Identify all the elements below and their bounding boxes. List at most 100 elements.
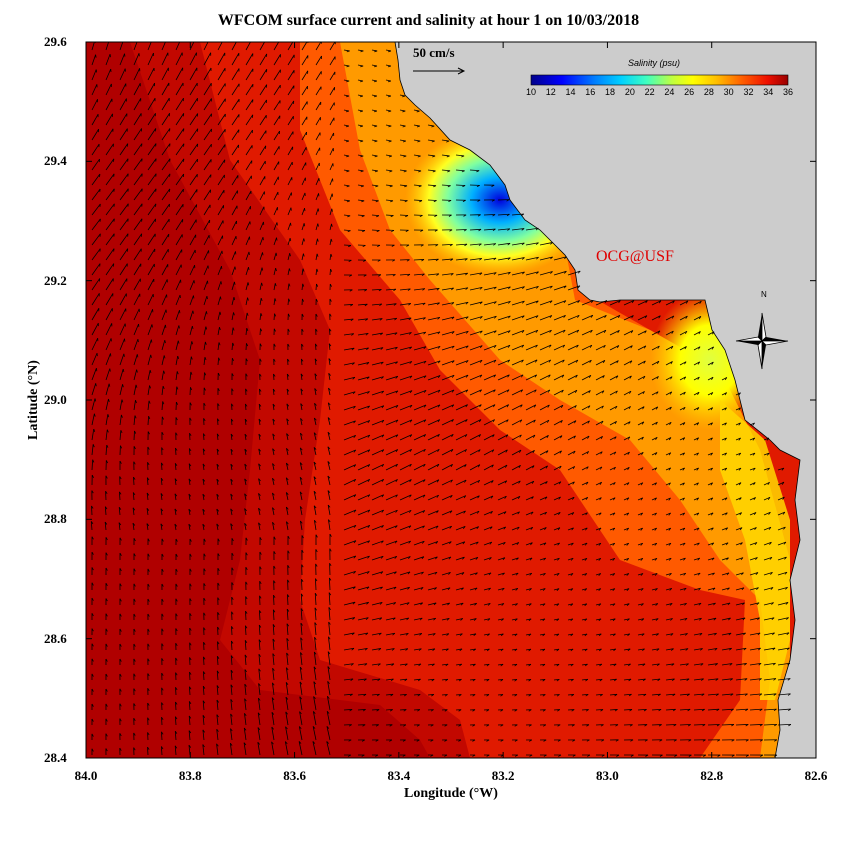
current-arrow bbox=[469, 633, 477, 636]
current-arrowhead bbox=[671, 330, 674, 334]
current-arrow bbox=[217, 265, 222, 276]
current-arrowhead bbox=[422, 302, 426, 306]
current-arrow bbox=[595, 558, 601, 561]
current-arrowhead bbox=[528, 679, 532, 682]
current-arrow bbox=[455, 374, 469, 381]
current-arrow bbox=[721, 587, 730, 591]
current-arrowhead bbox=[203, 418, 206, 422]
current-arrowhead bbox=[629, 360, 633, 364]
current-arrowhead bbox=[260, 328, 263, 332]
current-arrow bbox=[105, 98, 113, 111]
current-arrowhead bbox=[202, 493, 206, 497]
current-arrow bbox=[244, 463, 247, 471]
current-arrowhead bbox=[515, 588, 519, 591]
current-arrow bbox=[91, 173, 101, 186]
current-arrow bbox=[189, 189, 198, 201]
current-arrowhead bbox=[161, 672, 164, 676]
current-arrowhead bbox=[313, 447, 317, 450]
current-arrow bbox=[329, 117, 335, 126]
current-arrow bbox=[175, 219, 184, 231]
current-arrowhead bbox=[273, 551, 276, 555]
current-arrowhead bbox=[174, 730, 178, 734]
current-arrowhead bbox=[656, 648, 660, 651]
current-arrowhead bbox=[669, 588, 673, 591]
current-arrow bbox=[259, 69, 268, 81]
current-arrow bbox=[609, 451, 617, 456]
current-arrow bbox=[553, 663, 560, 666]
current-arrow bbox=[609, 603, 616, 606]
current-arrowhead bbox=[404, 185, 408, 188]
current-arrowhead bbox=[710, 407, 714, 411]
current-arrow bbox=[539, 678, 546, 681]
current-arrowhead bbox=[431, 694, 435, 697]
current-arrowhead bbox=[119, 733, 122, 737]
current-arrowhead bbox=[232, 327, 235, 331]
current-arrowhead bbox=[316, 268, 319, 272]
current-arrow bbox=[313, 461, 317, 471]
current-arrow bbox=[301, 223, 305, 231]
current-arrowhead bbox=[329, 577, 332, 581]
current-arrow bbox=[413, 525, 425, 531]
current-arrow bbox=[315, 162, 320, 171]
current-arrowhead bbox=[616, 360, 619, 364]
current-arrowhead bbox=[643, 693, 647, 697]
current-arrowhead bbox=[258, 463, 261, 467]
current-arrowhead bbox=[745, 739, 749, 742]
current-arrowhead bbox=[757, 632, 761, 636]
current-arrow bbox=[455, 272, 468, 276]
current-arrowhead bbox=[514, 754, 518, 757]
current-arrowhead bbox=[654, 467, 658, 471]
current-arrowhead bbox=[105, 567, 108, 571]
current-arrowhead bbox=[584, 633, 588, 637]
current-arrowhead bbox=[353, 449, 357, 453]
current-arrow bbox=[567, 527, 574, 531]
current-arrow bbox=[679, 361, 687, 366]
current-arrowhead bbox=[739, 527, 743, 531]
current-arrowhead bbox=[402, 754, 406, 757]
current-arrowhead bbox=[752, 437, 756, 441]
current-arrowhead bbox=[349, 289, 353, 292]
current-arrowhead bbox=[436, 464, 440, 467]
current-arrowhead bbox=[450, 495, 453, 499]
current-arrowhead bbox=[616, 345, 620, 349]
current-arrow bbox=[105, 218, 115, 231]
current-arrow bbox=[497, 587, 505, 591]
current-arrowhead bbox=[203, 402, 206, 406]
current-arrowhead bbox=[231, 552, 234, 556]
current-arrow bbox=[693, 572, 701, 576]
current-arrow bbox=[301, 55, 309, 66]
current-arrow bbox=[175, 67, 184, 81]
current-arrowhead bbox=[640, 543, 644, 546]
current-arrowhead bbox=[409, 361, 413, 364]
current-arrow bbox=[525, 404, 537, 411]
current-arrowhead bbox=[516, 526, 520, 530]
current-arrow bbox=[371, 154, 378, 157]
current-arrowhead bbox=[711, 527, 714, 531]
current-arrowhead bbox=[570, 588, 574, 592]
current-arrow bbox=[133, 323, 139, 336]
current-arrow bbox=[272, 624, 275, 636]
current-arrowhead bbox=[348, 245, 352, 248]
current-arrowhead bbox=[669, 406, 672, 410]
current-arrowhead bbox=[272, 448, 275, 452]
current-arrowhead bbox=[490, 511, 493, 514]
current-arrowhead bbox=[542, 648, 546, 652]
current-arrow bbox=[707, 587, 716, 591]
current-arrow bbox=[679, 678, 690, 681]
current-arrow bbox=[441, 169, 451, 172]
current-arrow bbox=[679, 467, 685, 471]
current-arrowhead bbox=[377, 663, 381, 666]
current-arrowhead bbox=[287, 328, 290, 332]
current-arrowhead bbox=[272, 667, 275, 671]
current-arrowhead bbox=[132, 492, 136, 496]
current-arrowhead bbox=[395, 449, 399, 453]
current-arrow bbox=[553, 420, 563, 426]
current-arrow bbox=[553, 481, 562, 486]
current-arrow bbox=[258, 668, 261, 681]
current-arrowhead bbox=[445, 678, 449, 682]
current-arrow bbox=[343, 571, 356, 576]
current-arrowhead bbox=[257, 727, 261, 731]
current-arrowhead bbox=[313, 505, 317, 509]
current-arrowhead bbox=[189, 627, 192, 631]
x-tick-label: 83.6 bbox=[283, 768, 306, 783]
